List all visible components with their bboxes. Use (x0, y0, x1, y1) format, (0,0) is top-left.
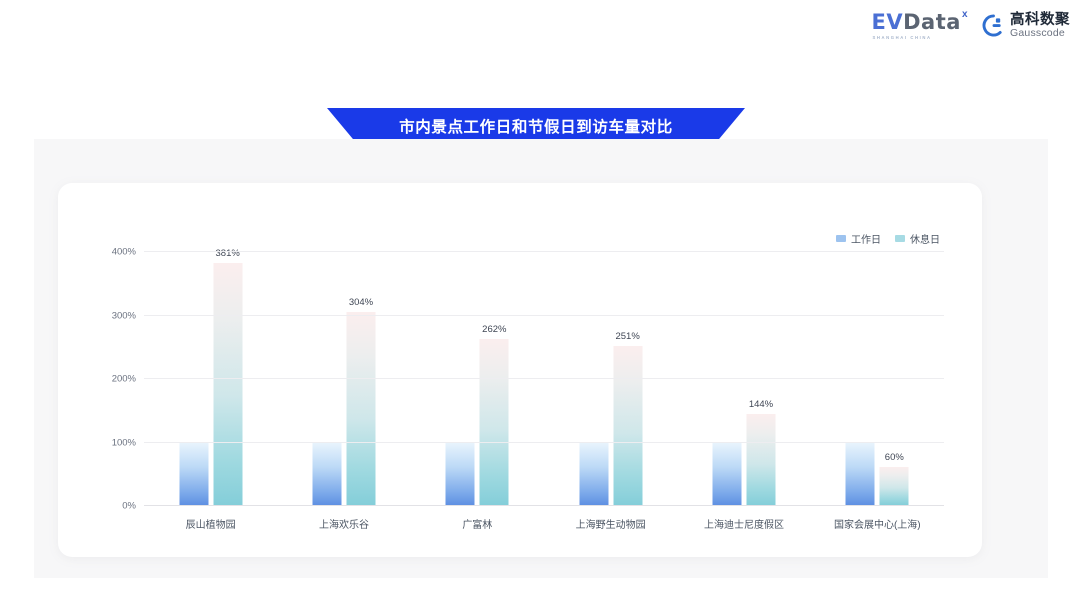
bar-holiday[interactable]: 381% (213, 248, 243, 505)
bar-rect[interactable] (879, 466, 909, 505)
x-axis-tick-label: 辰山植物园 (185, 520, 236, 531)
bar-rect[interactable] (445, 441, 475, 505)
evdata-logo-superscript: x (961, 9, 968, 20)
bar-group: 262% 广富林 (411, 251, 544, 531)
page-title: 市内景点工作日和节假日到访车量对比 (399, 118, 673, 136)
gridline-100: 100% (112, 437, 944, 448)
bar-holiday[interactable]: 262% (479, 251, 509, 505)
bar-value-label: 60% (884, 451, 904, 463)
bar-group: 381% 辰山植物园 (144, 248, 277, 531)
legend-item-1[interactable]: 工作日 (836, 231, 881, 246)
bar-weekday[interactable] (845, 251, 875, 505)
y-axis-tick-label: 200% (111, 373, 136, 385)
chart-plot-area: 381% 辰山植物园 304% 上海欢乐谷 262% 广富林 251% 上海野生动物园 144%… (112, 247, 944, 531)
bar-value-label: 251% (615, 330, 640, 342)
chart-card: 工作日 休息日 381% 辰山植物园 304% 上海欢乐谷 262% 广富林 251% 上海野生… (58, 183, 982, 557)
bar-group: 60% 国家会展中心(上海) (811, 251, 944, 531)
bar-group: 251% 上海野生动物园 (544, 251, 677, 531)
gausscode-name-cn: 高科数聚 (1010, 11, 1070, 28)
gausscode-mark-icon (982, 14, 1005, 37)
bar-rect[interactable] (845, 441, 875, 505)
legend-label: 休息日 (910, 235, 940, 246)
bar-weekday[interactable] (579, 251, 609, 505)
page-title-banner: 市内景点工作日和节假日到访车量对比 (327, 108, 745, 143)
gausscode-text: 高科数聚 Gausscode (1010, 11, 1070, 40)
bar-rect[interactable] (479, 338, 509, 505)
gridline-300: 300% (112, 310, 944, 321)
bar-holiday[interactable]: 60% (879, 251, 909, 505)
bar-group: 144% 上海迪士尼度假区 (677, 251, 810, 531)
bar-rect[interactable] (346, 311, 376, 505)
legend-swatch-icon (895, 235, 905, 242)
bar-groups: 381% 辰山植物园 304% 上海欢乐谷 262% 广富林 251% 上海野生动物园 144%… (144, 248, 944, 531)
bar-value-label: 304% (348, 296, 374, 308)
bar-weekday[interactable] (712, 251, 742, 505)
evdata-logo: EV Data x SHANGHAI CHINA (871, 9, 968, 41)
x-axis-tick-label: 上海迪士尼度假区 (703, 520, 784, 531)
bar-weekday[interactable] (179, 251, 209, 505)
bar-rect[interactable] (613, 345, 643, 505)
evdata-logo-part1: EV (871, 10, 904, 34)
x-axis-tick-label: 国家会展中心(上海) (833, 520, 921, 531)
bar-pair: 262% (445, 251, 509, 505)
legend-item-2[interactable]: 休息日 (895, 231, 940, 246)
bar-pair: 144% (712, 251, 776, 505)
bar-group: 304% 上海欢乐谷 (277, 251, 410, 531)
bar-rect[interactable] (746, 413, 776, 505)
bar-weekday[interactable] (445, 251, 475, 505)
logo-bar: EV Data x SHANGHAI CHINA 高科数聚 Gausscode (871, 9, 1070, 41)
bar-value-label: 144% (748, 398, 774, 410)
legend-label: 工作日 (851, 235, 881, 246)
x-axis-tick-label: 上海野生动物园 (575, 520, 646, 531)
bar-pair: 381% (179, 248, 243, 505)
y-axis-tick-label: 0% (122, 500, 136, 512)
evdata-wordmark: EV Data x (871, 9, 968, 34)
evdata-logo-subtitle: SHANGHAI CHINA (872, 35, 932, 40)
bar-value-label: 381% (215, 248, 240, 260)
y-axis-tick-label: 100% (111, 437, 136, 448)
y-axis-tick-label: 300% (111, 310, 136, 321)
gridline-200: 200% (112, 374, 944, 385)
legend-swatch-icon (836, 235, 846, 242)
gridline-400: 400% (112, 247, 944, 258)
bar-value-label: 262% (482, 323, 507, 335)
gridline-0: 0% (122, 501, 944, 512)
bar-holiday[interactable]: 144% (746, 251, 776, 505)
gausscode-name-en: Gausscode (1010, 27, 1065, 40)
bar-rect[interactable] (579, 441, 609, 505)
bar-rect[interactable] (213, 263, 243, 505)
bar-pair: 304% (312, 251, 376, 505)
bar-pair: 251% (579, 251, 643, 505)
bar-holiday[interactable]: 251% (613, 251, 643, 505)
bar-weekday[interactable] (312, 251, 342, 505)
gausscode-logo: 高科数聚 Gausscode (982, 11, 1070, 40)
evdata-logo-part2: Data (903, 10, 961, 34)
chart-legend: 工作日 休息日 (836, 231, 940, 246)
bar-rect[interactable] (712, 441, 742, 505)
y-axis-tick-label: 400% (111, 246, 136, 258)
bar-pair: 60% (845, 251, 909, 505)
x-axis-tick-label: 广富林 (462, 520, 493, 531)
bar-rect[interactable] (312, 441, 342, 505)
bar-holiday[interactable]: 304% (346, 251, 376, 505)
x-axis-tick-label: 上海欢乐谷 (318, 520, 369, 531)
bar-rect[interactable] (179, 441, 209, 505)
